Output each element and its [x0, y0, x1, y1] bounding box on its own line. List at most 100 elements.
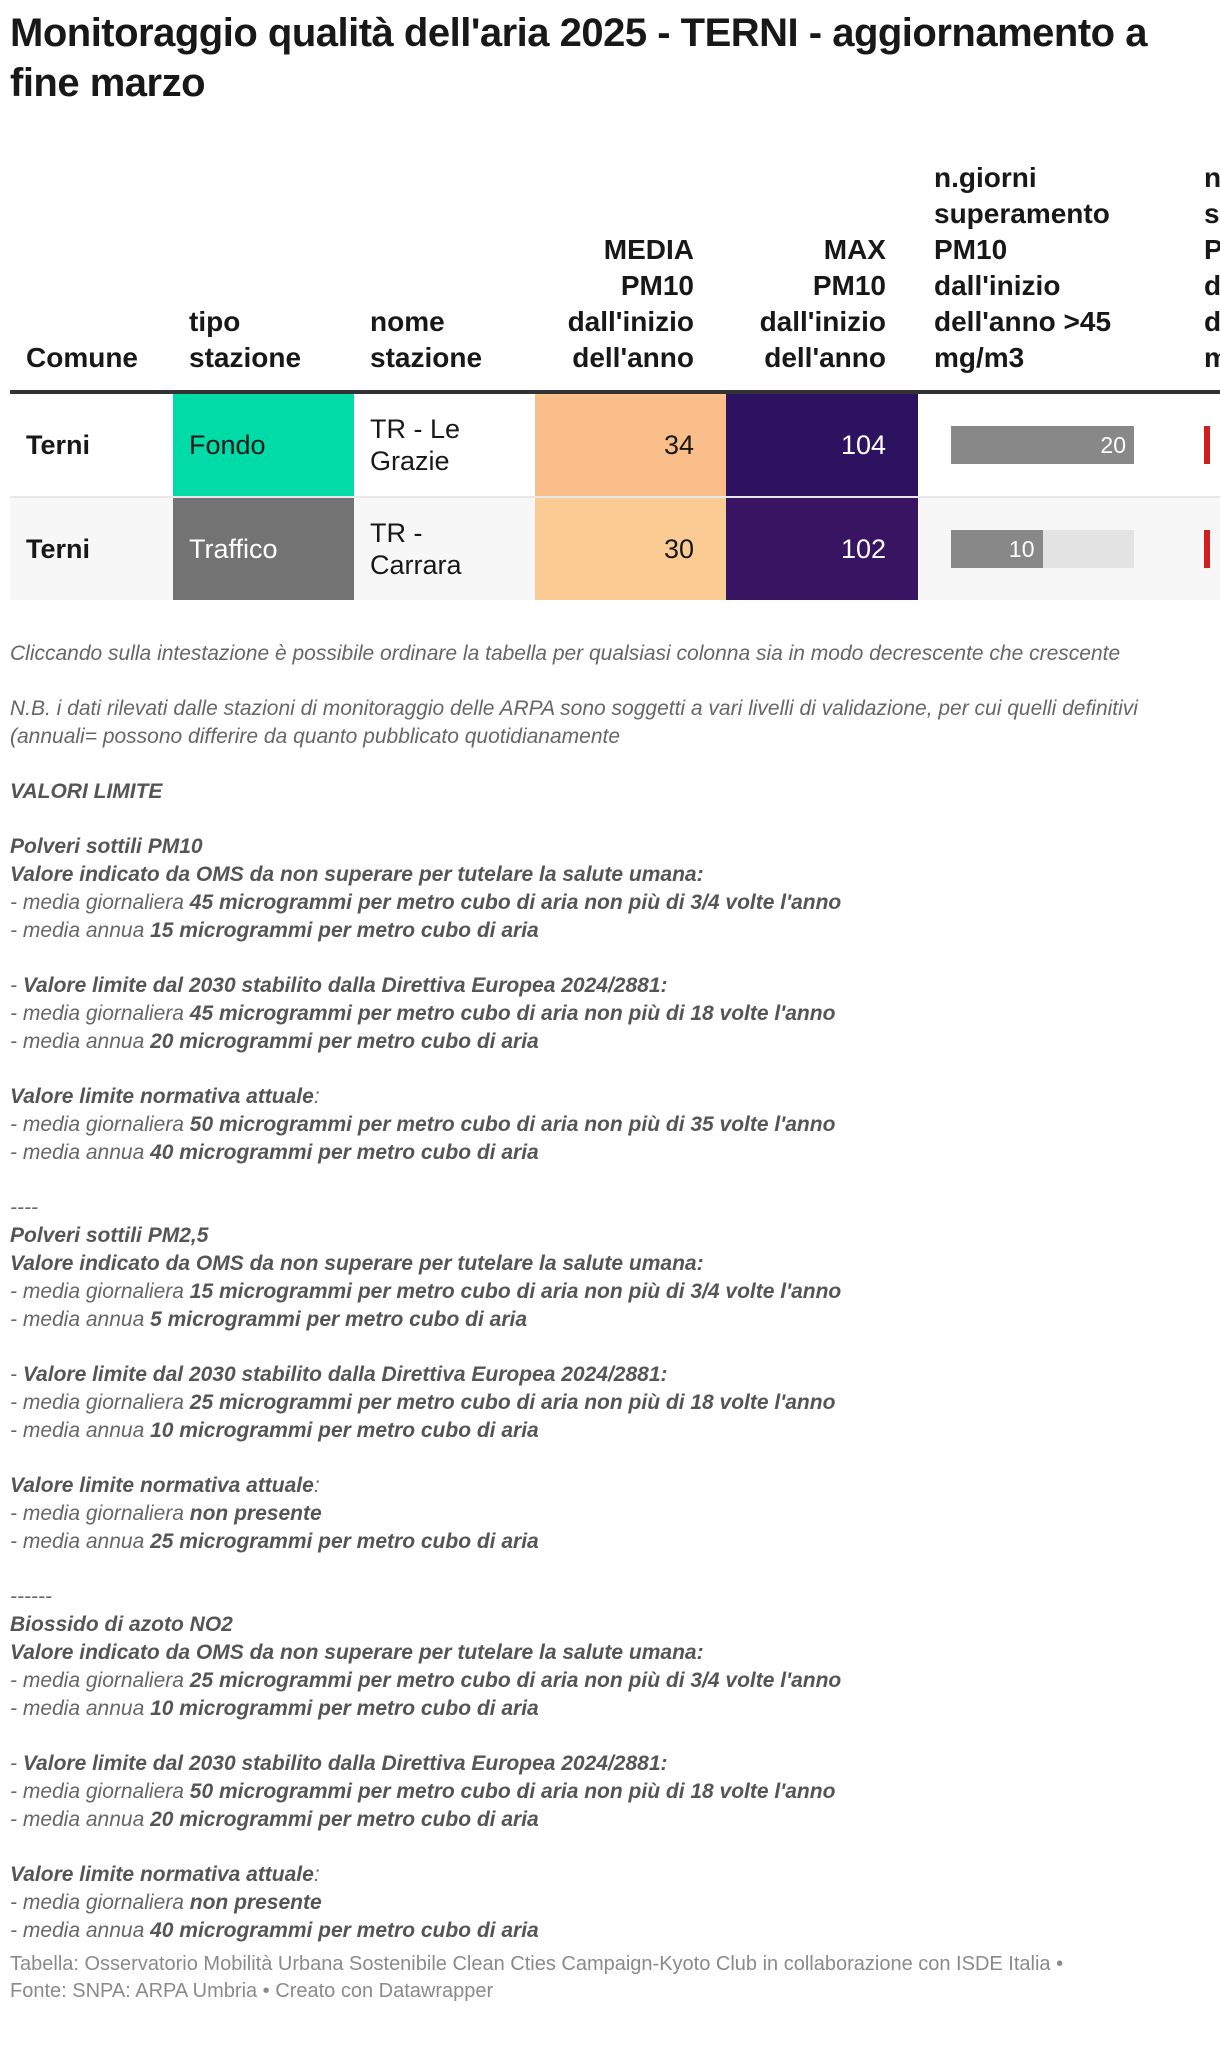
note-line: - media annua 25 microgrammi per metro c… — [10, 1528, 1200, 1556]
note-line: - media annua 10 microgrammi per metro c… — [10, 1695, 1200, 1723]
note-bold-text: Polveri sottili PM10 — [10, 835, 203, 858]
header-line: nome — [370, 306, 445, 337]
spacer — [10, 1056, 1200, 1083]
spacer — [10, 945, 1200, 972]
header-line: MAX — [823, 234, 886, 265]
note-bold-text: non presente — [189, 1891, 322, 1914]
note-bold-text: 10 microgrammi per metro cubo di aria — [150, 1419, 539, 1442]
note-text: - media giornaliera — [10, 1502, 190, 1525]
note-line: Polveri sottili PM10 — [10, 833, 1200, 861]
note-bold-text: 5 microgrammi per metro cubo di aria — [150, 1308, 528, 1331]
note-bold-text: 15 microgrammi per metro cubo di aria — [150, 919, 539, 942]
note-text: - media annua — [10, 1808, 151, 1831]
note-text: ------ — [10, 1585, 52, 1608]
note-bold-text: 50 microgrammi per metro cubo di aria no… — [189, 1780, 836, 1803]
page-title: Monitoraggio qualità dell'aria 2025 - TE… — [10, 11, 1147, 105]
data-table: Comune tipo stazione nome stazione MEDIA PM10 d… — [10, 160, 1220, 600]
note-line: Biossido di azoto NO2 — [10, 1611, 1200, 1639]
header-line: dall'inizio — [759, 306, 886, 337]
bar-fill-red — [1204, 426, 1210, 464]
note-line: - media giornaliera 50 microgrammi per m… — [10, 1778, 1200, 1806]
note-line: - media annua 40 microgrammi per metro c… — [10, 1917, 1200, 1945]
column-header-giorni-superamento[interactable]: n.giorni superamento PM10 dall'inizio dell'a… — [918, 160, 1188, 394]
note-line: Valore indicato da OMS da non superare p… — [10, 1250, 1200, 1278]
note-bold-text: Polveri sottili PM2,5 — [10, 1224, 209, 1247]
header-line: P — [1204, 234, 1220, 265]
note-text: - — [10, 1752, 23, 1775]
note-text: - media giornaliera — [10, 1002, 190, 1025]
note-line: N.B. i dati rilevati dalle stazioni di m… — [10, 695, 1200, 751]
header-line: mg/m3 — [934, 342, 1025, 373]
note-line: - Valore limite dal 2030 stabilito dalla… — [10, 1750, 1200, 1778]
note-bold-text: 10 microgrammi per metro cubo di aria — [150, 1697, 539, 1720]
note-line: - media giornaliera 25 microgrammi per m… — [10, 1667, 1200, 1695]
header-line: tipo — [189, 306, 241, 337]
cell-giorni-superamento: 20 — [918, 392, 1188, 498]
spacer — [10, 668, 1200, 695]
header-line: dell'anno >45 — [934, 306, 1112, 337]
header-line: PM10 — [812, 270, 886, 301]
note-text: - media annua — [10, 1530, 151, 1553]
column-header-max-pm10[interactable]: MAX PM10 dall'inizio dell'anno — [726, 160, 918, 394]
note-line: - media giornaliera 25 microgrammi per m… — [10, 1389, 1200, 1417]
cell-giorni-superamento: 10 — [918, 497, 1188, 600]
note-bold-text: Valore limite dal 2030 stabilito dalla D… — [22, 1752, 668, 1775]
spacer — [10, 1334, 1200, 1361]
datawrapper-table-chart: Monitoraggio qualità dell'aria 2025 - TE… — [10, 0, 1220, 2005]
header-line: dell'anno — [572, 342, 694, 373]
note-text: - media annua — [10, 1141, 151, 1164]
column-header-nome-stazione[interactable]: nome stazione — [354, 160, 535, 394]
column-header-comune[interactable]: Comune — [10, 160, 173, 394]
header-line: stazione — [189, 342, 302, 373]
cell-comune: Terni — [10, 392, 173, 498]
note-bold-text: Valore limite dal 2030 stabilito dalla D… — [22, 1363, 668, 1386]
note-bold-text: Valore indicato da OMS da non superare p… — [10, 1641, 704, 1664]
cell-max-pm10: 102 — [726, 497, 918, 600]
cell-extra — [1188, 392, 1220, 498]
note-text: : — [313, 1085, 320, 1108]
note-text: - media annua — [10, 1419, 151, 1442]
note-bold-text: 25 microgrammi per metro cubo di aria — [150, 1530, 539, 1553]
notes: Cliccando sulla intestazione è possibile… — [10, 640, 1200, 1945]
header-line: PM10 — [934, 234, 1008, 265]
note-text: - — [10, 1363, 23, 1386]
note-line: ------ — [10, 1583, 1200, 1611]
note-line: Valore limite normativa attuale: — [10, 1472, 1200, 1500]
footer: Tabella: Osservatorio Mobilità Urbana So… — [10, 1951, 1200, 2005]
note-line: - media giornaliera 15 microgrammi per m… — [10, 1278, 1200, 1306]
note-line: - media giornaliera non presente — [10, 1500, 1200, 1528]
note-bold-text: 45 microgrammi per metro cubo di aria no… — [189, 1002, 836, 1025]
bar-fill-red — [1204, 530, 1210, 568]
note-text: - media giornaliera — [10, 1391, 190, 1414]
note-text: - media giornaliera — [10, 1780, 190, 1803]
table-row: Terni Traffico TR - Carrara 30 102 10 — [10, 497, 1220, 600]
note-line: - Valore limite dal 2030 stabilito dalla… — [10, 972, 1200, 1000]
note-text: - media giornaliera — [10, 1891, 190, 1914]
note-line: - media giornaliera 45 microgrammi per m… — [10, 889, 1200, 917]
note-text: - — [10, 974, 23, 997]
header-line: dall'inizio — [567, 306, 694, 337]
note-text: - media giornaliera — [10, 1669, 190, 1692]
cell-nome-stazione: TR - Carrara — [354, 497, 535, 600]
header-line: s — [1204, 198, 1220, 229]
note-line: - media annua 5 microgrammi per metro cu… — [10, 1306, 1200, 1334]
footer-source: Fonte: SNPA: ARPA Umbria • Creato con Da… — [10, 1980, 494, 2002]
cell-extra — [1188, 497, 1220, 600]
note-text: - media giornaliera — [10, 891, 190, 914]
table-header-row: Comune tipo stazione nome stazione MEDIA PM10 d… — [10, 160, 1220, 394]
note-bold-text: Valore indicato da OMS da non superare p… — [10, 863, 704, 886]
note-line: - media giornaliera 50 microgrammi per m… — [10, 1111, 1200, 1139]
spacer — [10, 1167, 1200, 1194]
header-line: PM10 — [620, 270, 694, 301]
header-line: d — [1204, 306, 1220, 337]
column-header-media-pm10[interactable]: MEDIA PM10 dall'inizio dell'anno — [535, 160, 726, 394]
note-line: - media giornaliera non presente — [10, 1889, 1200, 1917]
note-bold-text: 15 microgrammi per metro cubo di aria no… — [189, 1280, 842, 1303]
header-line: n — [1204, 162, 1220, 193]
note-bold-text: 25 microgrammi per metro cubo di aria no… — [189, 1391, 836, 1414]
note-text: : — [313, 1863, 320, 1886]
column-header-tipo-stazione[interactable]: tipo stazione — [173, 160, 354, 394]
note-bold-text: Biossido di azoto NO2 — [10, 1613, 233, 1636]
note-bold-text: 20 microgrammi per metro cubo di aria — [150, 1030, 539, 1053]
